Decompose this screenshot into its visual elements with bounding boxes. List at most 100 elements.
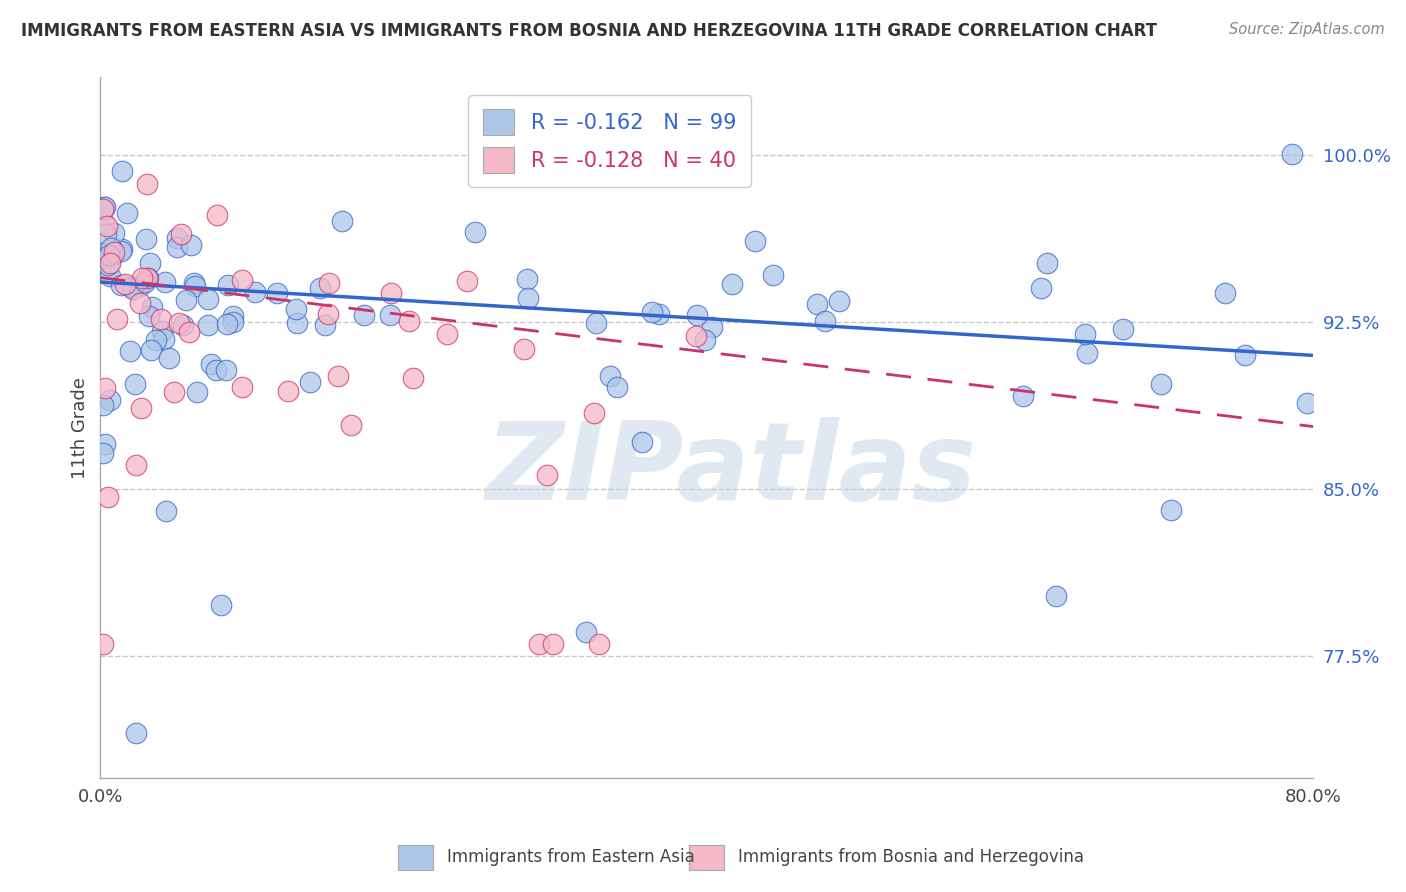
- Point: [685, 329, 707, 343]
- Point: [135, 232, 157, 246]
- Point: [129, 278, 152, 293]
- Point: [96, 219, 118, 233]
- Point: [93, 200, 115, 214]
- Point: [1012, 389, 1035, 403]
- Point: [209, 598, 232, 612]
- Point: [517, 291, 540, 305]
- Point: [316, 307, 339, 321]
- Point: [582, 406, 605, 420]
- Point: [98, 393, 121, 408]
- Point: [1150, 377, 1173, 392]
- Point: [380, 308, 402, 322]
- Point: [599, 368, 621, 383]
- Point: [762, 268, 785, 283]
- Point: [131, 271, 153, 285]
- Point: [153, 275, 176, 289]
- Point: [207, 209, 229, 223]
- Point: [93, 216, 115, 230]
- Text: Immigrants from Eastern Asia: Immigrants from Eastern Asia: [447, 848, 695, 866]
- Point: [93, 446, 115, 460]
- Point: [606, 379, 628, 393]
- Point: [1233, 348, 1256, 362]
- Point: [585, 316, 607, 330]
- Point: [402, 370, 425, 384]
- Point: [828, 294, 851, 309]
- Point: [97, 490, 120, 504]
- Point: [1036, 256, 1059, 270]
- Point: [166, 240, 188, 254]
- Point: [1112, 322, 1135, 336]
- Point: [1045, 590, 1067, 604]
- Point: [215, 363, 238, 377]
- Point: [1076, 346, 1098, 360]
- Point: [277, 384, 299, 398]
- Point: [110, 244, 132, 258]
- Point: [647, 307, 669, 321]
- Text: Source: ZipAtlas.com: Source: ZipAtlas.com: [1229, 22, 1385, 37]
- Point: [380, 286, 402, 301]
- Point: [136, 271, 159, 285]
- Point: [141, 343, 163, 357]
- Point: [114, 277, 136, 292]
- Point: [464, 225, 486, 239]
- Point: [222, 309, 245, 323]
- Point: [183, 279, 205, 293]
- Point: [641, 304, 664, 318]
- Point: [172, 318, 194, 333]
- Point: [814, 314, 837, 328]
- Point: [1031, 281, 1053, 295]
- Point: [266, 286, 288, 301]
- Point: [340, 418, 363, 433]
- Point: [145, 333, 167, 347]
- Point: [153, 332, 176, 346]
- Point: [110, 242, 132, 256]
- Point: [98, 268, 121, 283]
- Point: [1213, 286, 1236, 301]
- Point: [186, 385, 208, 400]
- Point: [456, 274, 478, 288]
- Point: [513, 343, 536, 357]
- Point: [183, 277, 205, 291]
- Point: [174, 293, 197, 307]
- Point: [1296, 396, 1319, 410]
- Point: [93, 202, 115, 216]
- Point: [744, 234, 766, 248]
- Point: [166, 231, 188, 245]
- Point: [125, 726, 148, 740]
- Point: [163, 384, 186, 399]
- Point: [94, 381, 117, 395]
- Point: [120, 344, 142, 359]
- Legend: R = -0.162   N = 99, R = -0.128   N = 40: R = -0.162 N = 99, R = -0.128 N = 40: [468, 95, 751, 187]
- Point: [98, 255, 121, 269]
- Y-axis label: 11th Grade: 11th Grade: [72, 376, 89, 479]
- Point: [1074, 326, 1097, 341]
- Point: [167, 317, 190, 331]
- Point: [197, 292, 219, 306]
- Point: [111, 164, 134, 178]
- Point: [129, 296, 152, 310]
- Point: [686, 308, 709, 322]
- Point: [720, 277, 742, 291]
- Point: [129, 401, 152, 415]
- Point: [205, 363, 228, 377]
- Point: [222, 315, 245, 329]
- Point: [177, 325, 200, 339]
- Point: [245, 285, 267, 299]
- Point: [284, 301, 307, 316]
- Point: [135, 178, 157, 192]
- Point: [516, 272, 538, 286]
- Point: [398, 314, 420, 328]
- Point: [541, 638, 564, 652]
- Point: [1160, 503, 1182, 517]
- Point: [134, 276, 156, 290]
- Point: [353, 308, 375, 322]
- Point: [536, 467, 558, 482]
- Point: [575, 624, 598, 639]
- Point: [97, 258, 120, 272]
- Text: ZIPatlas: ZIPatlas: [485, 417, 977, 523]
- Point: [285, 316, 308, 330]
- Point: [139, 256, 162, 270]
- Text: Immigrants from Bosnia and Herzegovina: Immigrants from Bosnia and Herzegovina: [738, 848, 1084, 866]
- Point: [98, 247, 121, 261]
- Point: [141, 301, 163, 315]
